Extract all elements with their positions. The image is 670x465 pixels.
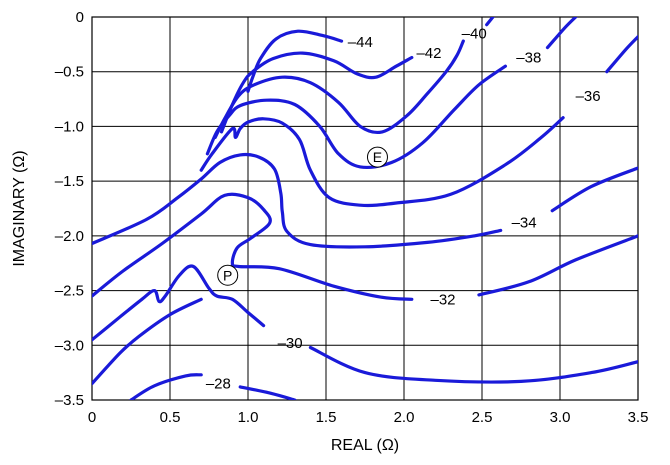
contour-line-15 (129, 373, 203, 400)
x-tick-label-5: 2.5 (472, 409, 493, 426)
contour-label-8: –34 (512, 215, 537, 232)
y-tick-label-4: –2.0 (55, 228, 84, 245)
contour-line-3 (485, 17, 495, 27)
contour-label-12: –30 (278, 335, 303, 352)
x-tick-label-2: 1.0 (238, 409, 259, 426)
tick-labels: 0 0.5 1.0 1.5 2.0 2.5 3.0 3.5 0 –0.5 –1.0 –1.5 –2.0 –… (55, 9, 649, 426)
x-axis-title: REAL (Ω) (331, 437, 399, 454)
contour-line-13 (308, 345, 638, 384)
contour-line-1 (219, 51, 414, 134)
plot-frame (91, 16, 639, 401)
contour-line-9 (550, 166, 638, 213)
contour-line-5 (545, 17, 578, 50)
x-tick-label-7: 3.5 (628, 409, 649, 426)
y-tick-label-5: –2.5 (55, 283, 84, 300)
point-markers: EP (217, 146, 388, 286)
contour-line-6 (199, 116, 565, 208)
marker-label-0: E (373, 149, 382, 165)
contour-lines (92, 17, 638, 400)
y-tick-label-7: –3.5 (55, 392, 84, 409)
contour-line-8 (92, 152, 503, 249)
contour-line-2 (213, 39, 465, 139)
contour-line-4 (205, 64, 507, 170)
marker-label-1: P (223, 267, 232, 283)
marker-circle-1 (217, 264, 239, 286)
x-tick-label-1: 0.5 (160, 409, 181, 426)
x-tick-label-4: 2.0 (394, 409, 415, 426)
contour-label-2: –40 (462, 25, 487, 42)
y-axis-title: IMAGINARY (Ω) (11, 150, 28, 266)
y-tick-label-0: 0 (76, 9, 84, 26)
contour-label-10: –32 (430, 291, 455, 308)
contour-line-16 (238, 385, 297, 400)
y-tick-label-2: –1.0 (55, 118, 84, 135)
contour-line-0 (246, 29, 344, 93)
contour-line-7 (605, 35, 638, 74)
y-tick-label-1: –0.5 (55, 64, 84, 81)
y-tick-label-3: –1.5 (55, 173, 84, 190)
contour-label-6: –36 (576, 88, 601, 105)
y-tick-label-6: –3.0 (55, 337, 84, 354)
contour-label-0: –44 (348, 34, 373, 51)
contour-label-1: –42 (416, 45, 441, 62)
marker-circle-0 (366, 146, 388, 168)
x-tick-label-6: 3.0 (550, 409, 571, 426)
x-tick-label-3: 1.5 (316, 409, 337, 426)
contour-label-14: –28 (206, 376, 231, 393)
contour-line-14 (92, 297, 203, 386)
contour-label-4: –38 (516, 49, 541, 66)
contour-line-12 (92, 264, 266, 342)
x-tick-label-0: 0 (88, 409, 96, 426)
contour-labels: –44 –42 –40 –38 –36 –34 –32 –30 –28 (206, 25, 601, 392)
contour-line-10 (92, 192, 414, 301)
contour-line-11 (477, 234, 638, 297)
